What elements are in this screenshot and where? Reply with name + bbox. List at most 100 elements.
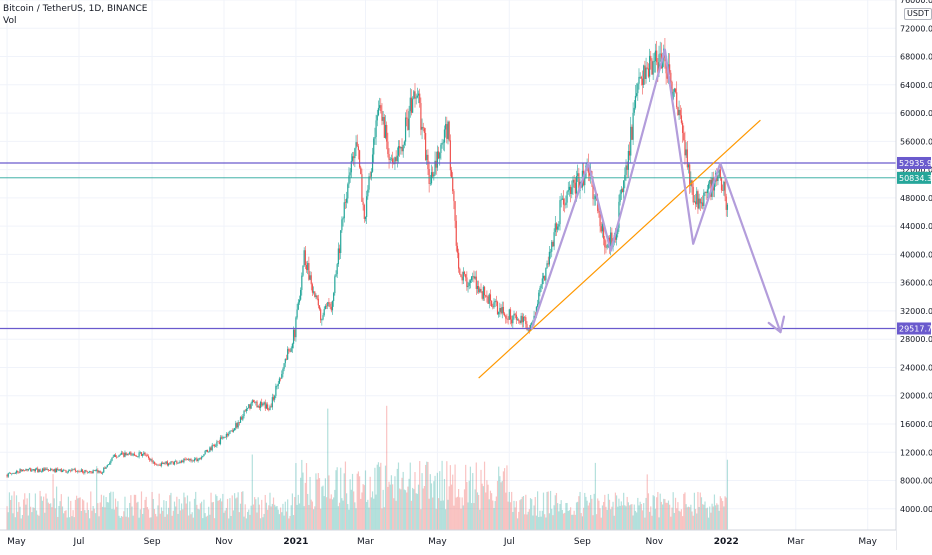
candle-body-544 bbox=[647, 68, 650, 77]
volume-bar-257 bbox=[309, 476, 311, 530]
volume-bar-295 bbox=[354, 502, 356, 530]
candle-body-246 bbox=[296, 309, 298, 318]
volume-bar-335 bbox=[401, 477, 403, 530]
volume-bar-128 bbox=[157, 505, 159, 530]
volume-bar-180 bbox=[218, 500, 220, 530]
volume-bar-428 bbox=[511, 491, 513, 530]
price-unit-badge[interactable]: USDT bbox=[904, 8, 932, 20]
candle-body-77 bbox=[97, 470, 99, 473]
candle-body-87 bbox=[109, 463, 111, 465]
volume-bar-73 bbox=[92, 506, 94, 530]
candle-body-182 bbox=[221, 437, 223, 439]
volume-bar-389 bbox=[465, 464, 467, 530]
candle-body-117 bbox=[144, 452, 146, 456]
candle-body-401 bbox=[479, 289, 481, 293]
candle-body-40 bbox=[53, 468, 55, 472]
candle-body-416 bbox=[496, 301, 499, 315]
candle-body-279 bbox=[335, 274, 337, 277]
candle-body-268 bbox=[322, 315, 324, 320]
candle-body-135 bbox=[165, 461, 167, 464]
volume-bar-100 bbox=[124, 496, 126, 530]
volume-bar-328 bbox=[393, 498, 395, 530]
candle-body-94 bbox=[117, 456, 119, 458]
candle-body-393 bbox=[469, 280, 471, 283]
candle-body-397 bbox=[474, 276, 476, 279]
candle-body-361 bbox=[432, 172, 434, 177]
candle-body-285 bbox=[342, 218, 344, 220]
volume-bar-6 bbox=[13, 491, 15, 530]
candle-body-216 bbox=[261, 401, 263, 406]
candle-body-588 bbox=[699, 198, 701, 204]
volume-bar-517 bbox=[615, 495, 618, 530]
volume-bar-297 bbox=[356, 473, 358, 530]
candle-body-442 bbox=[527, 329, 529, 331]
volume-bar-264 bbox=[317, 473, 319, 530]
candle-body-150 bbox=[183, 458, 185, 463]
volume-bar-385 bbox=[460, 508, 462, 530]
volume-bar-591 bbox=[703, 504, 705, 530]
volume-bar-516 bbox=[614, 492, 617, 530]
volume-bar-349 bbox=[417, 484, 420, 530]
candle-body-336 bbox=[402, 144, 404, 152]
volume-bar-314 bbox=[376, 464, 378, 530]
candle-body-92 bbox=[114, 454, 117, 458]
volume-bar-121 bbox=[149, 517, 151, 530]
price-level-tag-2 bbox=[897, 322, 931, 335]
candle-body-528 bbox=[628, 150, 631, 156]
candle-body-364 bbox=[435, 160, 437, 168]
volume-bar-565 bbox=[672, 492, 674, 530]
volume-bar-398 bbox=[475, 462, 477, 530]
volume-bar-490 bbox=[584, 492, 586, 530]
candle-body-506 bbox=[603, 223, 605, 239]
candle-body-74 bbox=[93, 470, 95, 471]
volume-bar-365 bbox=[436, 472, 438, 530]
candle-body-269 bbox=[323, 309, 325, 316]
candle-body-206 bbox=[249, 404, 251, 409]
volume-bar-609 bbox=[724, 496, 726, 530]
volume-bar-194 bbox=[235, 498, 237, 530]
volume-bar-396 bbox=[473, 503, 475, 530]
candle-body-428 bbox=[511, 319, 513, 324]
symbol-title[interactable]: Bitcoin / TetherUS, 1D, BINANCE bbox=[3, 4, 148, 14]
candle-body-425 bbox=[507, 319, 509, 320]
volume-bar-162 bbox=[197, 508, 199, 530]
candle-body-475 bbox=[566, 191, 568, 203]
price-tick-label-8: 36000.00 bbox=[900, 279, 932, 288]
volume-bar-571 bbox=[679, 511, 681, 530]
candle-body-146 bbox=[178, 462, 180, 463]
volume-bar-587 bbox=[698, 506, 700, 530]
candle-body-149 bbox=[182, 460, 184, 463]
volume-bar-214 bbox=[258, 504, 260, 530]
volume-bar-306 bbox=[367, 499, 369, 530]
volume-bar-80 bbox=[100, 494, 102, 530]
candle-body-190 bbox=[230, 430, 232, 432]
candle-body-365 bbox=[436, 151, 438, 168]
candle-body-84 bbox=[105, 467, 107, 469]
volume-bar-235 bbox=[283, 515, 285, 530]
volume-bar-489 bbox=[582, 507, 585, 530]
candle-body-525 bbox=[625, 165, 627, 175]
volume-bar-348 bbox=[416, 493, 418, 530]
candle-body-551 bbox=[656, 50, 658, 63]
volume-bar-479 bbox=[571, 514, 573, 530]
candle-body-151 bbox=[184, 458, 186, 460]
volume-bar-188 bbox=[228, 518, 230, 530]
candle-body-258 bbox=[310, 275, 312, 285]
volume-bar-212 bbox=[256, 512, 258, 530]
candle-body-56 bbox=[72, 469, 74, 471]
time-tick-label-4: 2021 bbox=[283, 537, 308, 547]
volume-bar-589 bbox=[700, 497, 703, 530]
candle-body-293 bbox=[351, 156, 354, 162]
volume-indicator-label[interactable]: Vol bbox=[3, 16, 17, 26]
volume-bar-308 bbox=[369, 476, 371, 530]
candle-body-547 bbox=[651, 60, 653, 75]
candle-body-476 bbox=[567, 190, 569, 192]
candle-body-53 bbox=[68, 470, 71, 472]
candle-body-147 bbox=[179, 462, 181, 463]
volume-bar-253 bbox=[304, 482, 306, 530]
candle-body-30 bbox=[41, 468, 44, 472]
volume-bar-369 bbox=[441, 460, 443, 530]
candle-body-15 bbox=[24, 470, 26, 471]
